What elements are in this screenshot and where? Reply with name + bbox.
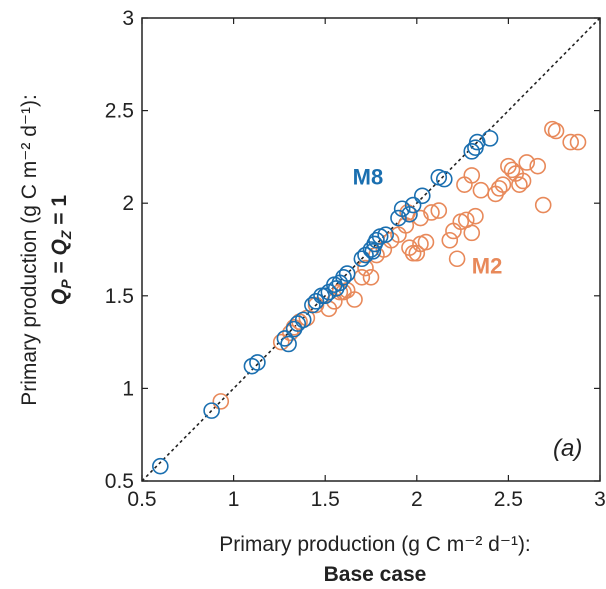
data-point-m2 — [408, 244, 426, 262]
data-point-m8 — [368, 231, 385, 249]
y-axis-q: Q — [48, 289, 71, 305]
data-point-m2 — [357, 259, 374, 277]
data-point-m2 — [441, 231, 459, 249]
data-point-m2 — [463, 224, 481, 242]
data-point-m8 — [481, 130, 499, 147]
data-point-m8 — [435, 170, 453, 188]
data-point-m2 — [467, 207, 484, 225]
y-axis-ticks: 0.5 1 1.5 2 2.5 3 — [105, 7, 600, 493]
y-axis-title-line2: QP = QZ = 1 — [48, 195, 74, 305]
data-point-m2 — [423, 204, 440, 221]
data-point-m8 — [327, 280, 345, 297]
data-point-m8 — [243, 357, 261, 375]
y-tick-label: 1 — [122, 377, 134, 400]
y-axis-eq1: = 1 — [48, 195, 71, 231]
x-tick-label: 0.5 — [127, 488, 156, 511]
x-tick-label: 1 — [228, 488, 240, 511]
data-point-m2 — [494, 176, 512, 193]
y-tick-label: 2.5 — [105, 100, 134, 123]
data-point-m2 — [511, 176, 528, 193]
series-label-m2: M2 — [472, 254, 503, 279]
data-point-m2 — [514, 172, 532, 190]
y-tick-label: 1.5 — [105, 285, 134, 308]
y-tick-label: 3 — [122, 7, 134, 30]
data-point-m8 — [404, 196, 422, 214]
data-point-m8 — [203, 402, 220, 419]
data-point-m2 — [569, 133, 587, 151]
data-point-m8 — [280, 335, 297, 353]
data-point-m8 — [313, 287, 330, 305]
data-point-m2 — [518, 154, 536, 171]
data-point-m2 — [547, 122, 565, 140]
data-point-m2 — [562, 133, 579, 151]
data-point-m2 — [490, 180, 508, 197]
y-tick-label: 0.5 — [105, 470, 134, 493]
data-point-m8 — [304, 296, 321, 314]
x-tick-label: 2 — [411, 488, 423, 511]
data-point-m8 — [289, 315, 307, 332]
data-point-m8 — [364, 243, 382, 260]
x-axis-ticks: 0.5 1 1.5 2 2.5 3 — [127, 18, 606, 511]
panel-label: (a) — [553, 435, 582, 462]
data-point-m8 — [377, 226, 394, 243]
series-layer — [152, 120, 587, 475]
data-point-m8 — [152, 457, 169, 475]
data-point-m8 — [468, 133, 486, 151]
data-point-m8 — [401, 206, 418, 223]
y-axis-eq: = — [48, 255, 71, 279]
data-point-m8 — [338, 265, 356, 282]
data-point-m8 — [307, 293, 325, 310]
data-point-m2 — [503, 161, 521, 179]
data-point-m8 — [463, 143, 481, 160]
y-axis-sub-p: P — [58, 279, 74, 289]
data-point-m2 — [362, 268, 380, 286]
data-point-m8 — [390, 209, 407, 227]
data-point-m2 — [448, 250, 466, 268]
data-point-m2 — [417, 233, 435, 251]
data-point-m8 — [249, 354, 266, 371]
x-tick-label: 3 — [594, 488, 606, 511]
series-label-layer: M8 M2 — [353, 165, 503, 279]
x-axis-title: Primary production (g C m⁻² d⁻¹): — [219, 533, 531, 556]
x-tick-label: 1.5 — [311, 488, 340, 511]
series-label-m8: M8 — [353, 165, 384, 190]
data-point-m2 — [212, 393, 230, 410]
y-axis-q2: Q — [48, 239, 71, 255]
data-point-m2 — [430, 202, 448, 219]
data-point-m8 — [294, 311, 312, 329]
x-tick-label: 2.5 — [494, 488, 523, 511]
series-m8 — [152, 130, 499, 475]
y-tick-label: 2 — [122, 192, 134, 215]
data-point-m2 — [272, 333, 290, 351]
data-point-m8 — [413, 187, 431, 205]
data-point-m2 — [463, 167, 481, 184]
y-axis-sub-z: Z — [58, 230, 74, 240]
data-point-m2 — [534, 196, 552, 214]
data-point-m2 — [529, 157, 547, 175]
data-point-m2 — [307, 296, 325, 314]
x-axis-title-line2: Base case — [324, 563, 427, 586]
y-axis-title: Primary production (g C m⁻² d⁻¹): — [18, 94, 41, 406]
